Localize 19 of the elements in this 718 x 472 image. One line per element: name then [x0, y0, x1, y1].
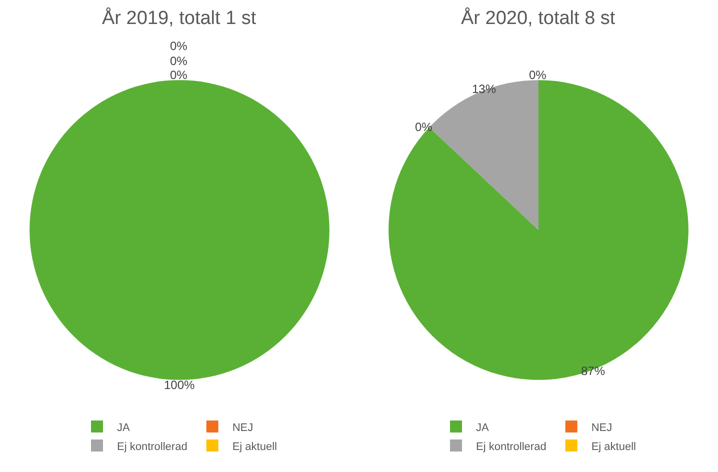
text: 0%	[170, 54, 188, 68]
text: 0%	[170, 39, 188, 53]
chart-title: År 2020, totalt 8 st	[461, 7, 616, 29]
data-label: 13%	[472, 82, 496, 96]
chart-title: År 2019, totalt 1 st	[102, 7, 257, 29]
legend-label: Ej kontrollerad	[117, 440, 188, 453]
legend-label: NEJ	[232, 422, 254, 434]
text: 0%	[170, 68, 188, 82]
legend-label: JA	[476, 422, 490, 434]
text: 0%	[529, 68, 546, 82]
legend-label: Ej aktuell	[232, 440, 277, 453]
data-label: 100%	[164, 378, 196, 392]
legend-label: NEJ	[591, 422, 612, 434]
data-label: 87%	[581, 364, 606, 378]
legend-label: Ej kontrollerad	[476, 440, 546, 453]
legend-label: Ej aktuell	[591, 440, 636, 453]
pie-slice	[388, 80, 688, 380]
legend-label: JA	[117, 422, 130, 434]
text: 0%	[415, 120, 432, 134]
